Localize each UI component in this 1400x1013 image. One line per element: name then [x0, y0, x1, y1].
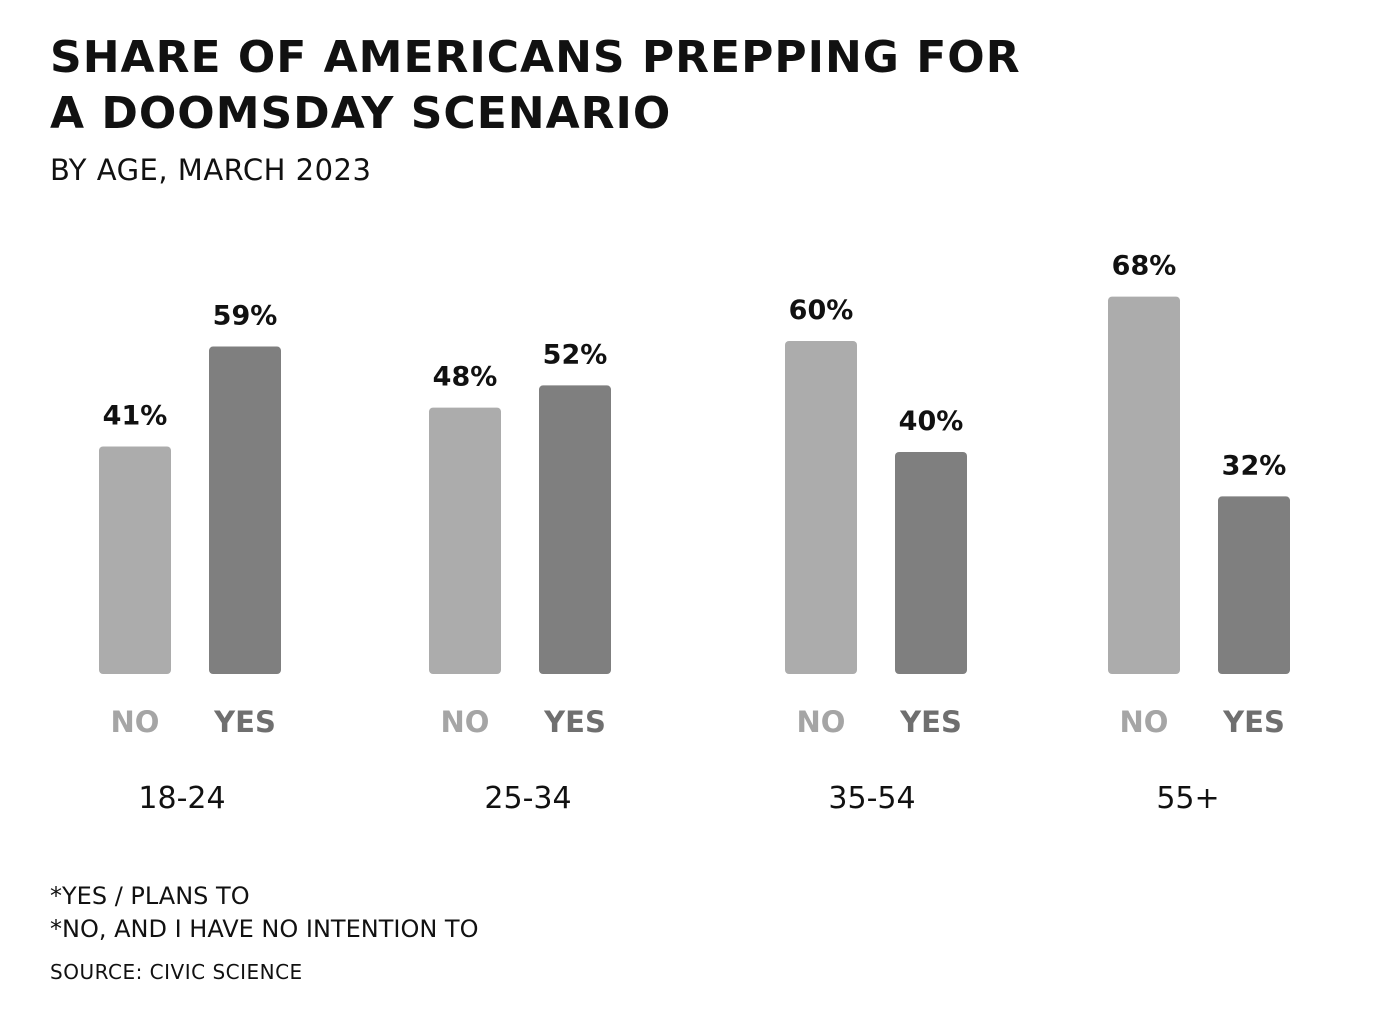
- series-label-yes-18-24: YES: [213, 705, 276, 739]
- footnotes: *YES / PLANS TO *NO, AND I HAVE NO INTEN…: [50, 880, 478, 946]
- series-label-yes-25-34: YES: [543, 705, 606, 739]
- category-label-35-54: 35-54: [828, 781, 915, 816]
- bar-group-35-54: 60% NO 40% YES 35-54: [785, 295, 967, 816]
- data-label-no-35-54: 60%: [789, 295, 854, 326]
- data-label-yes-35-54: 40%: [899, 406, 964, 437]
- source-note: SOURCE: CIVIC SCIENCE: [50, 960, 303, 984]
- series-label-yes-35-54: YES: [899, 705, 962, 739]
- data-label-yes-18-24: 59%: [213, 301, 278, 332]
- footnote-no: *NO, AND I HAVE NO INTENTION TO: [50, 915, 479, 943]
- data-label-yes-55+: 32%: [1222, 450, 1287, 481]
- bar-yes-55+: [1218, 496, 1290, 674]
- bar-chart: 41% NO 59% YES 18-24 48% NO 52% YES 25-34 60% NO 40%…: [99, 251, 1290, 816]
- chart-title-line-2: A DOOMSDAY SCENARIO: [50, 88, 672, 139]
- series-label-no-18-24: NO: [111, 705, 160, 739]
- bar-no-35-54: [785, 341, 857, 674]
- category-label-55+: 55+: [1156, 781, 1219, 816]
- bar-no-55+: [1108, 296, 1180, 674]
- footnote-yes: *YES / PLANS TO: [50, 882, 250, 910]
- bar-no-18-24: [99, 446, 171, 674]
- chart-title-line-1: SHARE OF AMERICANS PREPPING FOR: [50, 32, 1021, 83]
- data-label-no-18-24: 41%: [103, 400, 168, 431]
- series-label-yes-55+: YES: [1222, 705, 1285, 739]
- bar-no-25-34: [429, 407, 501, 674]
- bar-yes-35-54: [895, 452, 967, 674]
- bar-group-55+: 68% NO 32% YES 55+: [1108, 251, 1290, 816]
- data-label-no-25-34: 48%: [433, 362, 498, 393]
- data-label-no-55+: 68%: [1112, 251, 1177, 282]
- category-label-18-24: 18-24: [138, 781, 225, 816]
- series-label-no-35-54: NO: [797, 705, 846, 739]
- data-label-yes-25-34: 52%: [543, 339, 608, 370]
- category-label-25-34: 25-34: [484, 781, 571, 816]
- chart-title: SHARE OF AMERICANS PREPPING FOR A DOOMSD…: [50, 30, 1021, 142]
- bar-yes-18-24: [209, 346, 281, 674]
- series-label-no-55+: NO: [1120, 705, 1169, 739]
- bar-group-18-24: 41% NO 59% YES 18-24: [99, 301, 281, 816]
- bar-yes-25-34: [539, 385, 611, 674]
- series-label-no-25-34: NO: [441, 705, 490, 739]
- chart-subtitle: BY AGE, MARCH 2023: [50, 153, 372, 187]
- bar-group-25-34: 48% NO 52% YES 25-34: [429, 339, 611, 816]
